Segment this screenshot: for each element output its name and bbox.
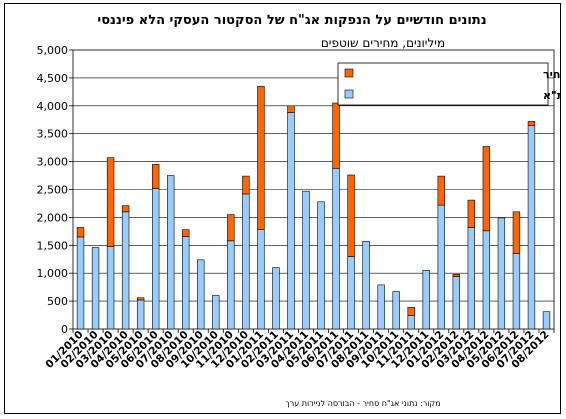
bar-traded [212, 295, 220, 330]
bar-traded [482, 230, 491, 330]
chart-frame: נתונים חודשיים על הנפקות אג"ח של הסקטור … [4, 3, 561, 414]
y-tick-label: 4,500 [37, 72, 69, 85]
bar-nontraded [287, 105, 295, 113]
bar-traded [392, 291, 400, 330]
bar-nontraded [121, 205, 130, 213]
bar-traded [257, 229, 265, 330]
bar-traded [347, 256, 355, 330]
bar-traded [317, 201, 325, 330]
bar-nontraded [76, 227, 85, 238]
y-tick-label: 1,500 [37, 239, 69, 252]
y-tick-label: 3,000 [37, 156, 69, 169]
bar-traded [377, 284, 385, 330]
bar-nontraded [467, 199, 476, 228]
legend-swatch-traded [344, 89, 354, 99]
chart-title: נתונים חודשיים על הנפקות אג"ח של הסקטור … [97, 13, 486, 28]
bar-traded [121, 211, 130, 330]
bar-traded [227, 240, 235, 330]
bar-nontraded [347, 174, 355, 257]
bar-traded [302, 190, 310, 330]
x-axis-ticks: 01/201002/201003/201004/201005/201006/20… [43, 329, 555, 371]
bar-traded [272, 267, 280, 330]
bar-nontraded [512, 211, 521, 254]
bar-traded [437, 204, 445, 330]
bar-traded [467, 227, 476, 330]
bar-nontraded [136, 297, 145, 301]
bar-nontraded [452, 274, 460, 277]
chart-source: מקור: נתוני אג"ח סחיר - הבורסה לניירות ע… [285, 399, 440, 408]
chart-subtitle: מיליונים, מחירים שוטפים [321, 36, 445, 50]
bar-traded [76, 236, 85, 330]
bar-traded [407, 315, 415, 330]
y-tick-label: 0 [61, 323, 68, 336]
bar-traded [91, 247, 100, 330]
y-tick-label: 3,500 [37, 128, 69, 141]
bar-traded [287, 112, 295, 330]
bar-traded [542, 311, 551, 330]
bar-traded [167, 175, 175, 330]
bar-traded [332, 167, 340, 330]
bar-traded [106, 246, 115, 330]
bar-nontraded [227, 214, 235, 242]
legend-swatch-nontraded [344, 68, 354, 78]
bar-traded [512, 253, 521, 330]
bar-traded [527, 125, 536, 330]
bar-traded [422, 270, 430, 330]
bar-traded [197, 259, 205, 330]
y-axis-ticks: 0 500 1,000 1,500 2,000 2,500 3,000 3,500 4,000 4… [37, 44, 73, 336]
y-tick-label: 4,000 [37, 100, 69, 113]
bar-traded [151, 188, 160, 330]
bar-nontraded [242, 175, 250, 195]
legend-box [337, 62, 549, 106]
bar-nontraded [527, 121, 536, 126]
y-tick-label: 1,000 [37, 267, 69, 280]
y-tick-label: 5,000 [37, 44, 69, 57]
legend-label-nontraded: הנפקות אג"ח לא סחיר [543, 68, 560, 81]
y-tick-label: 2,500 [37, 184, 69, 197]
bar-nontraded [106, 157, 115, 247]
y-tick-label: 2,000 [37, 211, 69, 224]
bar-traded [182, 236, 190, 330]
bar-nontraded [182, 229, 190, 237]
bar-nontraded [151, 164, 160, 189]
bar-nontraded [482, 146, 491, 232]
bar-traded [136, 299, 145, 330]
chart-canvas: נתונים חודשיים על הנפקות אג"ח של הסקטור … [37, 13, 561, 408]
legend-label-traded: הנפקות אג"ח סחיר בבורסה בת"א [543, 89, 560, 102]
bar-traded [452, 276, 460, 330]
bar-nontraded [257, 85, 265, 230]
y-tick-label: 500 [47, 295, 68, 308]
bar-nontraded [332, 102, 340, 169]
bar-traded [242, 193, 250, 330]
legend: הנפקות אג"ח לא סחיר הנפקות אג"ח סחיר בבו… [337, 62, 560, 106]
bar-nontraded [437, 175, 445, 206]
bar-traded [497, 217, 506, 330]
bar-traded [362, 241, 370, 330]
bar-nontraded [407, 306, 415, 316]
bars-group [76, 85, 551, 330]
